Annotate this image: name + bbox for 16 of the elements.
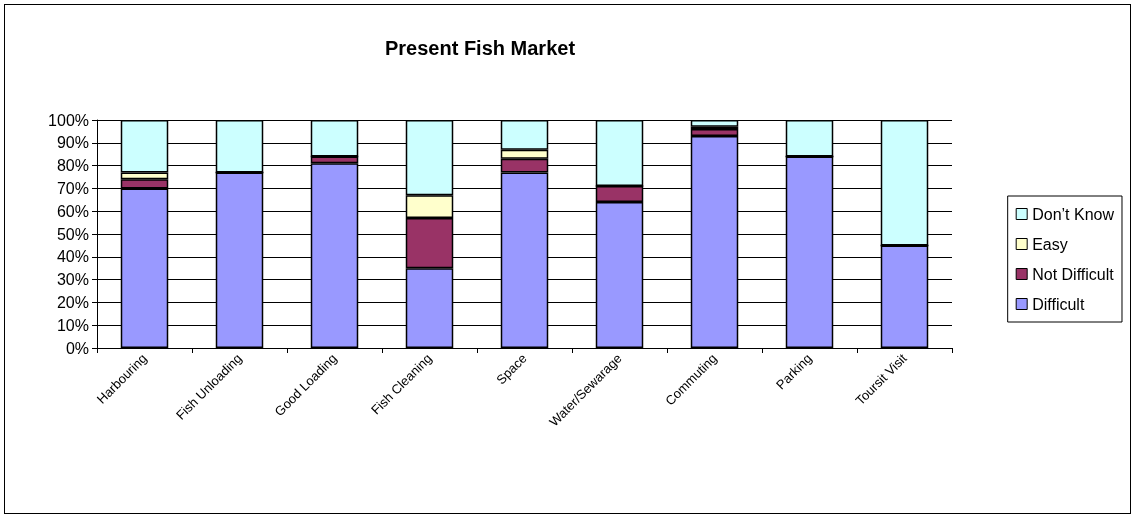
y-tick-label: 30% [56,271,89,289]
legend-label: Not Difficult [1032,265,1115,283]
legend-label: Easy [1032,235,1068,253]
y-tick-label: 60% [56,202,89,220]
y-tick-label: 80% [56,157,89,175]
chart-title: Present Fish Market [384,37,576,59]
y-tick-label: 10% [56,316,89,334]
legend-label: Don’t Know [1032,205,1115,223]
y-tick-label: 70% [56,179,89,197]
legend-label: Difficult [1032,295,1085,313]
y-tick-label: 40% [56,248,89,266]
y-tick-label: 100% [48,111,89,129]
y-tick-label: 20% [56,293,89,311]
y-tick-label: 50% [56,225,89,243]
y-tick-label: 0% [65,339,89,357]
y-tick-label: 90% [56,134,89,152]
